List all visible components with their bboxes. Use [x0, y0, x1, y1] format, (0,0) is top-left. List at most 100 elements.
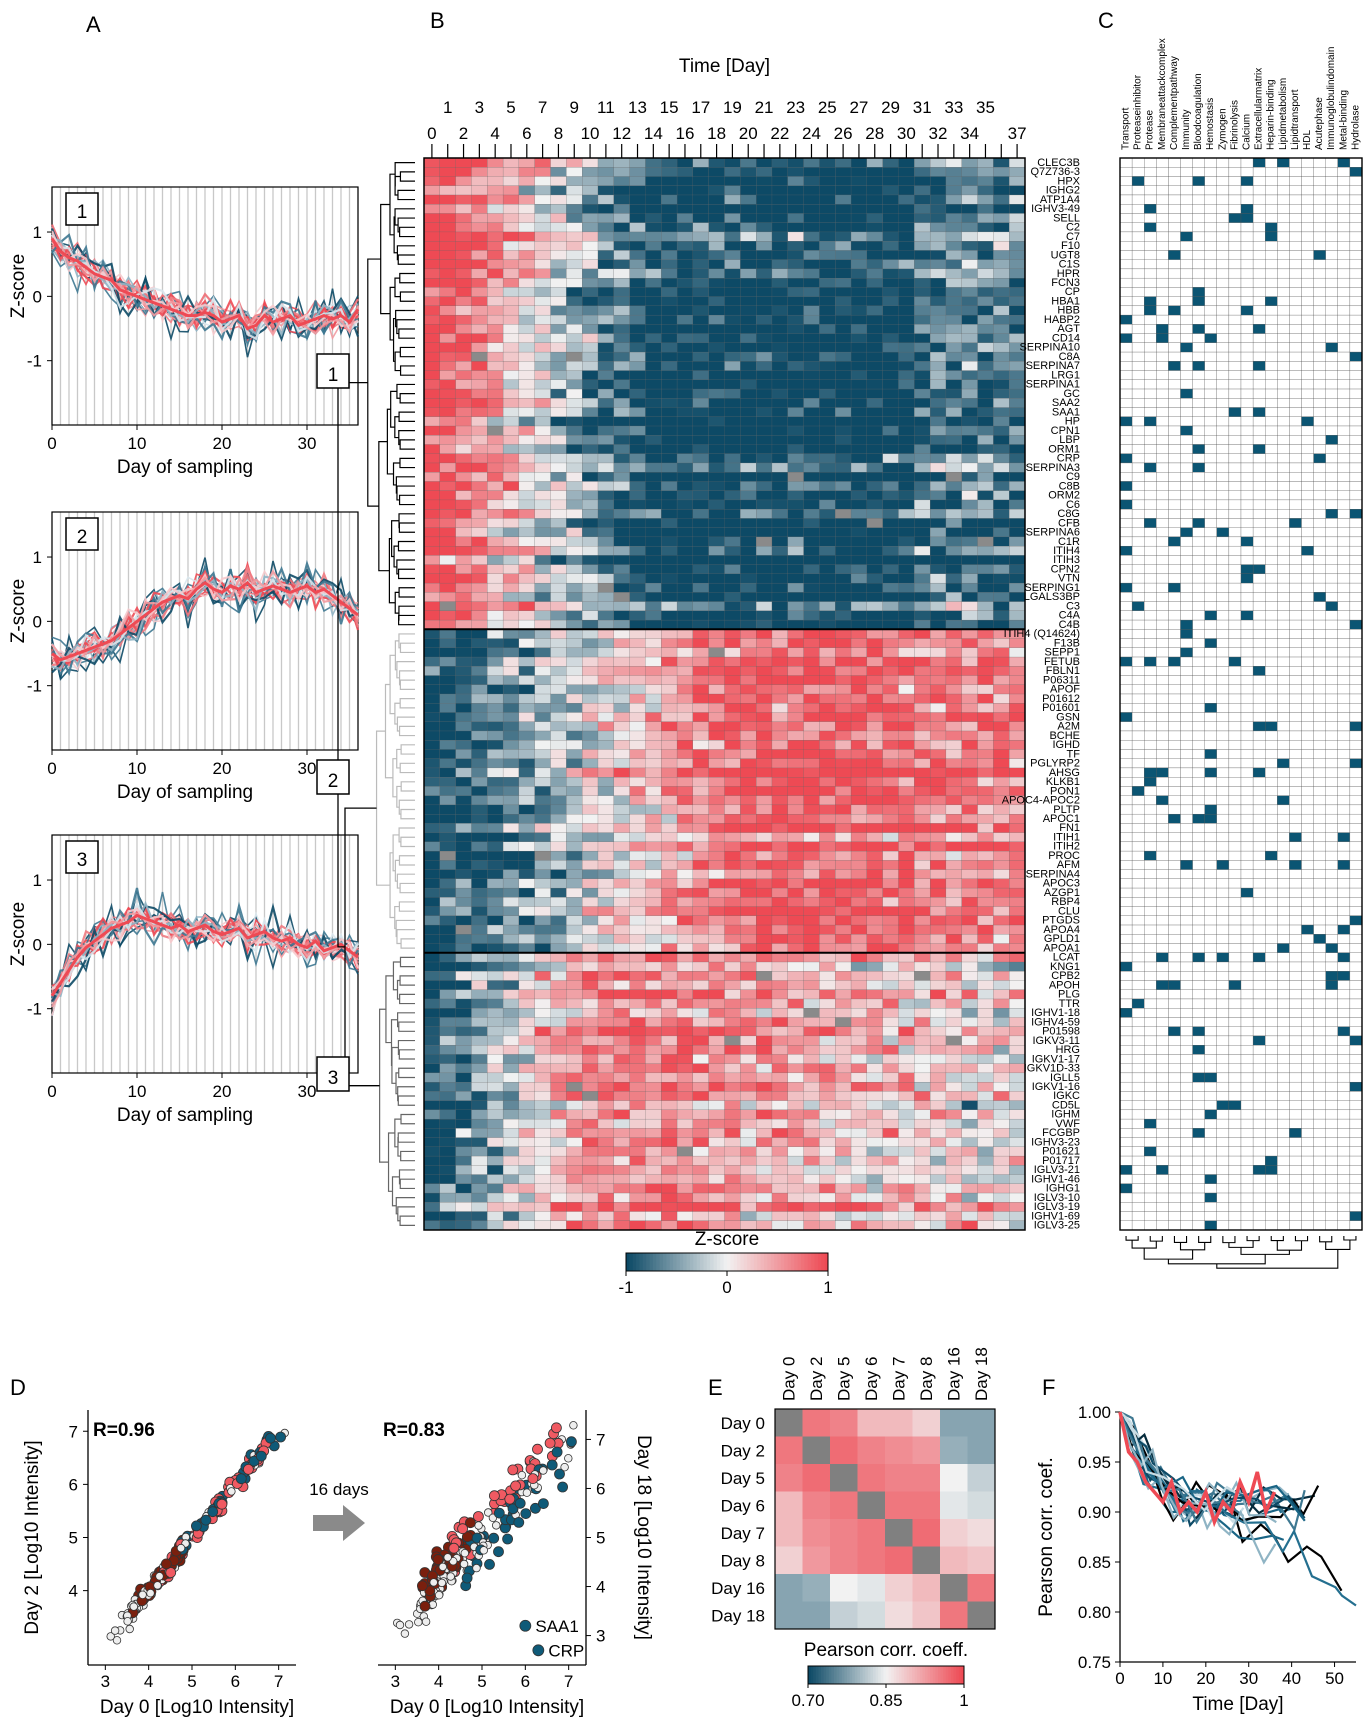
heatmap-cell — [518, 1202, 536, 1212]
heatmap-cell — [502, 398, 520, 408]
heatmap-cell — [629, 980, 646, 991]
heatmap-cell — [502, 351, 520, 362]
dendrogram-branch — [399, 346, 415, 358]
heatmap-cell — [945, 675, 963, 686]
heatmap-cell — [550, 361, 567, 371]
heatmap-cell — [756, 1109, 773, 1120]
heatmap-cell — [961, 222, 978, 233]
heatmap-cell — [597, 268, 615, 279]
heatmap-cell — [850, 370, 868, 381]
heatmap-cell — [929, 241, 947, 251]
heatmap-cell — [708, 629, 725, 639]
heatmap-cell — [819, 934, 836, 944]
panel-b: Time [Day]1 3 5 7 9 11 13 15 17 19 21 23 25 27 29 31 33 3… — [316, 56, 1081, 1297]
heatmap-cell — [993, 897, 1010, 907]
heatmap-cell — [423, 564, 441, 575]
heatmap-cell — [597, 786, 615, 796]
heatmap-cell — [487, 546, 504, 556]
heatmap-cell — [692, 333, 710, 344]
heatmap-cell — [645, 675, 662, 686]
heatmap-cell — [898, 730, 915, 741]
heatmap-cell — [771, 361, 789, 371]
heatmap-cell — [961, 832, 978, 843]
heatmap-cell — [629, 1137, 646, 1148]
heatmap-cell — [756, 1054, 773, 1064]
heatmap-cell — [771, 527, 789, 538]
heatmap-cell — [518, 1035, 536, 1046]
heatmap-cell — [613, 509, 630, 519]
heatmap-cell — [835, 989, 852, 1000]
heatmap-cell — [692, 388, 710, 399]
heatmap-cell — [566, 1137, 583, 1148]
heatmap-cell — [945, 444, 963, 455]
heatmap-cell — [629, 619, 646, 630]
dendrogram-branch — [397, 254, 415, 265]
heatmap-cell — [676, 952, 694, 963]
heatmap-cell — [961, 342, 978, 353]
heatmap-cell — [882, 204, 899, 214]
heatmap-cell — [866, 435, 883, 445]
heatmap-cell — [566, 1063, 583, 1074]
dendrogram-branch — [397, 568, 415, 580]
heatmap-cell — [550, 1165, 567, 1175]
heatmap-cell — [740, 961, 757, 972]
heatmap-cell — [423, 398, 441, 408]
heatmap-cell — [1009, 749, 1026, 760]
protein-label: A2M — [1057, 721, 1080, 733]
heatmap-cell — [993, 730, 1010, 741]
heatmap-cell — [471, 693, 488, 704]
heatmap-cell — [708, 915, 725, 926]
heatmap-cell — [803, 804, 820, 815]
heatmap-cell — [534, 305, 551, 316]
dendrogram-branch — [396, 319, 415, 335]
heatmap-cell — [756, 555, 773, 565]
heatmap-cell — [502, 546, 520, 556]
heatmap-cell — [534, 786, 551, 796]
heatmap-cell — [882, 1063, 899, 1074]
heatmap-cell — [487, 333, 504, 344]
heatmap-cell — [502, 860, 520, 870]
heatmap-cell — [661, 444, 678, 455]
heatmap-cell — [882, 1192, 899, 1203]
heatmap-cell — [929, 481, 947, 492]
heatmap-cell — [613, 638, 630, 649]
heatmap-cell — [945, 703, 963, 713]
heatmap-cell — [787, 546, 804, 556]
heatmap-cell — [835, 777, 852, 787]
heatmap-cell — [471, 740, 488, 750]
heatmap-cell — [1009, 453, 1026, 464]
heatmap-cell — [756, 721, 773, 732]
heatmap-cell — [629, 998, 646, 1009]
heatmap-cell — [835, 1146, 852, 1157]
heatmap-cell — [661, 314, 678, 325]
heatmap-cell — [929, 305, 947, 316]
heatmap-cell — [629, 1008, 646, 1018]
heatmap-cell — [771, 351, 789, 362]
dendrogram-branch — [398, 430, 415, 446]
heatmap-cell — [471, 268, 488, 279]
heatmap-cell — [1009, 906, 1026, 917]
dendrogram-branch — [391, 520, 400, 558]
heatmap-cell — [914, 1017, 931, 1028]
heatmap-cell — [455, 462, 472, 473]
heatmap-cell — [945, 693, 963, 704]
heatmap-cell — [929, 167, 947, 177]
dendrogram-branch — [399, 171, 415, 182]
heatmap-cell — [471, 278, 488, 288]
heatmap-cell — [550, 730, 567, 741]
heatmap-cell — [866, 1202, 883, 1212]
heatmap-cell — [692, 435, 710, 445]
heatmap-cell — [771, 961, 789, 972]
heatmap-cell — [708, 407, 725, 418]
heatmap-cell — [756, 693, 773, 704]
heatmap-cell — [929, 1035, 947, 1046]
heatmap-cell — [993, 527, 1010, 538]
heatmap-cell — [993, 758, 1010, 769]
heatmap-cell — [629, 425, 646, 436]
heatmap-cell — [882, 943, 899, 954]
heatmap-cell — [439, 841, 456, 852]
heatmap-cell — [724, 370, 741, 381]
heatmap-cell — [692, 407, 710, 418]
heatmap-cell — [977, 712, 994, 723]
heatmap-cell — [740, 1054, 757, 1064]
